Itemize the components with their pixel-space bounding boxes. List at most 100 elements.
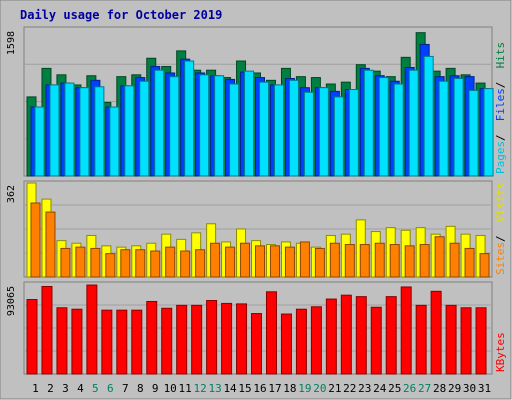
- bar-pages-day-15: [244, 70, 255, 177]
- legend-label-pages: Pages: [494, 141, 507, 174]
- x-tick-label: 31: [478, 382, 491, 395]
- bar-pages-day-4: [79, 87, 90, 177]
- bar-kbytes-day-1: [26, 299, 38, 375]
- x-tick-label: 15: [238, 382, 251, 395]
- bar-kbytes-day-24: [370, 306, 382, 375]
- x-tick-label: 3: [62, 382, 69, 395]
- x-tick-label: 1: [32, 382, 39, 395]
- bar-pages-day-9: [154, 69, 165, 177]
- bar-sites-day-12: [195, 249, 206, 278]
- legend-separator: /: [494, 82, 507, 89]
- bar-sites-day-23: [359, 244, 370, 278]
- bar-sites-day-31: [479, 253, 490, 278]
- bar-pages-day-1: [34, 106, 45, 177]
- bar-kbytes-day-12: [191, 304, 203, 375]
- chart-title: Daily usage for October 2019: [20, 8, 222, 22]
- bar-kbytes-day-14: [221, 302, 233, 375]
- bar-sites-day-18: [284, 246, 295, 278]
- legend-label-visits: Visits: [494, 182, 507, 222]
- bar-sites-day-25: [389, 244, 400, 278]
- x-tick-label: 30: [463, 382, 476, 395]
- bar-kbytes-day-18: [280, 313, 292, 375]
- bar-kbytes-day-4: [71, 308, 83, 375]
- x-tick-label: 14: [223, 382, 237, 395]
- bar-pages-day-19: [303, 91, 314, 177]
- panel-scale-label: 93065: [6, 286, 17, 316]
- bar-kbytes-day-2: [41, 285, 53, 375]
- bar-kbytes-day-15: [236, 303, 248, 375]
- bar-sites-day-6: [105, 253, 116, 278]
- bar-kbytes-day-28: [430, 290, 442, 375]
- x-tick-label: 27: [418, 382, 431, 395]
- bar-pages-day-24: [378, 77, 389, 177]
- bar-pages-day-3: [64, 82, 75, 177]
- bar-sites-day-2: [45, 211, 56, 278]
- x-tick-label: 24: [373, 382, 387, 395]
- bar-pages-day-20: [318, 87, 329, 177]
- x-tick-label: 4: [77, 382, 84, 395]
- panel-bars: [26, 284, 487, 375]
- bar-pages-day-7: [124, 85, 135, 177]
- bar-pages-day-6: [109, 106, 120, 177]
- bar-sites-day-19: [299, 241, 310, 278]
- bar-kbytes-day-5: [86, 284, 98, 375]
- legend-separator: /: [494, 235, 507, 242]
- x-tick-label: 22: [343, 382, 356, 395]
- bar-pages-day-21: [333, 96, 344, 177]
- bar-kbytes-day-19: [295, 308, 307, 375]
- bar-pages-day-8: [139, 80, 150, 177]
- x-axis-labels: 1 2 3 4 5 6 7 8 9 10 11 12 13 14 15 16 17 18 19 20 21 22 23 24 2…: [32, 382, 491, 395]
- x-tick-label: 20: [313, 382, 326, 395]
- panel-bars: [26, 32, 494, 177]
- legend-label-sites: Sites: [494, 242, 507, 275]
- x-tick-label: 9: [152, 382, 159, 395]
- bar-sites-day-11: [180, 250, 191, 278]
- legend-label-hits: Hits: [494, 42, 507, 69]
- x-tick-label: 12: [194, 382, 207, 395]
- bar-sites-day-5: [90, 247, 101, 278]
- bar-sites-day-10: [165, 246, 176, 278]
- bar-pages-day-25: [393, 83, 404, 177]
- panel-hits-files-pages: 1598 Pages / Files / Hits: [6, 26, 507, 177]
- bar-pages-day-13: [214, 75, 225, 177]
- x-tick-label: 13: [208, 382, 221, 395]
- panel-kbytes: 93065 KBytes: [6, 281, 507, 375]
- bar-pages-day-5: [94, 86, 105, 177]
- x-tick-label: 17: [268, 382, 281, 395]
- bar-sites-day-21: [329, 242, 340, 278]
- panel-visits-sites: 362 Sites / Visits: [6, 180, 507, 278]
- bar-kbytes-day-11: [176, 304, 188, 375]
- x-tick-label: 10: [164, 382, 177, 395]
- panel-side-legend: KBytes: [494, 332, 507, 372]
- bar-kbytes-day-3: [56, 307, 68, 375]
- x-tick-label: 21: [328, 382, 341, 395]
- bar-pages-day-22: [348, 89, 359, 177]
- x-tick-label: 11: [179, 382, 192, 395]
- bar-sites-day-13: [210, 242, 221, 278]
- bar-sites-day-14: [225, 246, 236, 278]
- bar-pages-day-14: [229, 83, 240, 177]
- x-tick-label: 2: [47, 382, 54, 395]
- bar-sites-day-22: [344, 244, 355, 278]
- bar-pages-day-28: [438, 80, 449, 177]
- bar-sites-day-1: [30, 202, 41, 278]
- bar-kbytes-day-30: [460, 307, 472, 375]
- x-tick-label: 5: [92, 382, 99, 395]
- bar-kbytes-day-10: [161, 307, 173, 375]
- bar-sites-day-16: [255, 245, 266, 278]
- bar-sites-day-26: [404, 245, 415, 278]
- bar-pages-day-10: [169, 76, 180, 177]
- bar-sites-day-27: [419, 244, 430, 278]
- bar-kbytes-day-16: [251, 313, 263, 375]
- bar-sites-day-24: [374, 242, 385, 278]
- bar-sites-day-15: [240, 242, 251, 278]
- bar-pages-day-12: [199, 74, 210, 177]
- x-tick-label: 7: [122, 382, 129, 395]
- bar-kbytes-day-31: [475, 307, 487, 375]
- bar-kbytes-day-21: [325, 298, 337, 375]
- bar-sites-day-30: [464, 247, 475, 278]
- legend-separator: /: [494, 134, 507, 141]
- x-tick-label: 19: [298, 382, 311, 395]
- x-tick-label: 25: [388, 382, 401, 395]
- x-tick-label: 23: [358, 382, 371, 395]
